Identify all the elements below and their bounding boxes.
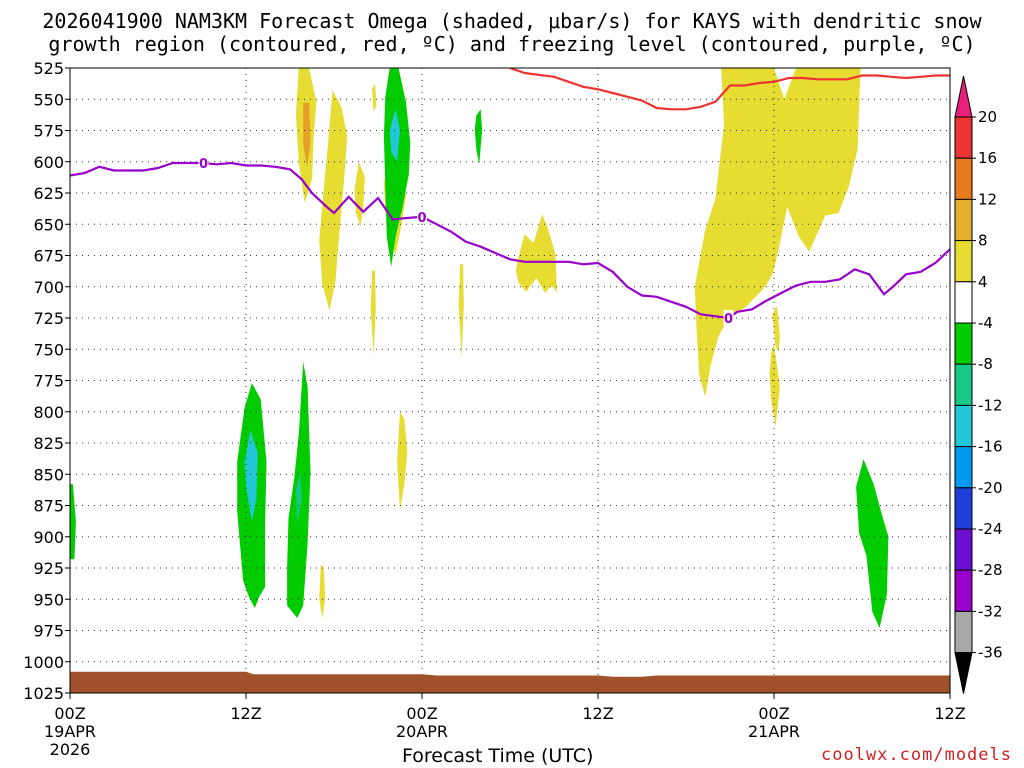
colorbar-label-8: -16 bbox=[978, 438, 1003, 456]
y-tick-label-925: 925 bbox=[33, 559, 64, 578]
omega-area-2 bbox=[319, 90, 348, 311]
y-tick-label-825: 825 bbox=[33, 434, 64, 453]
terrain-fill bbox=[70, 671, 950, 693]
x-year-label-0: 2026 bbox=[50, 740, 91, 759]
omega-area-20 bbox=[319, 564, 326, 618]
omega-area-7 bbox=[372, 84, 377, 112]
y-tick-label-1000: 1000 bbox=[23, 653, 64, 672]
x-date-label-0: 19APR bbox=[44, 722, 96, 741]
colorbar-swatch-5 bbox=[954, 322, 973, 365]
x-tick-label-60: 12Z bbox=[934, 704, 965, 723]
colorbar-swatch-1 bbox=[954, 157, 973, 200]
omega-area-22 bbox=[856, 459, 889, 628]
omega-shading-layer bbox=[70, 68, 889, 628]
colorbar-swatch-11 bbox=[954, 569, 973, 612]
axes-layer: 525 550 575 600 625 650 675 700 725 750 775 800 825 8… bbox=[23, 59, 965, 759]
omega-area-11 bbox=[474, 109, 483, 165]
colorbar-swatch-7 bbox=[954, 404, 973, 448]
x-tick-label-36: 12Z bbox=[582, 704, 613, 723]
omega-area-1 bbox=[303, 103, 311, 168]
colorbar-swatch-3 bbox=[954, 240, 973, 283]
colorbar-label-7: -12 bbox=[978, 396, 1003, 414]
colorbar-swatch-10 bbox=[954, 528, 973, 571]
colorbar-swatch-4 bbox=[954, 281, 973, 324]
colorbar-label-5: -4 bbox=[978, 314, 993, 332]
terrain-layer bbox=[70, 671, 950, 693]
y-tick-label-775: 775 bbox=[33, 372, 64, 391]
y-tick-label-725: 725 bbox=[33, 309, 64, 328]
x-date-label-48: 21APR bbox=[748, 722, 800, 741]
y-tick-label-800: 800 bbox=[33, 403, 64, 422]
omega-area-15 bbox=[769, 344, 780, 427]
colorbar-label-12: -32 bbox=[978, 602, 1003, 620]
omega-area-6 bbox=[389, 109, 400, 162]
freezing-level-label-2: 0 bbox=[724, 312, 733, 327]
colorbar-label-3: 8 bbox=[978, 232, 988, 250]
contour-lines-layer bbox=[70, 68, 950, 320]
x-tick-label-48: 00Z bbox=[758, 704, 789, 723]
colorbar-label-1: 16 bbox=[978, 149, 997, 167]
colorbar-label-6: -8 bbox=[978, 355, 993, 373]
x-tick-label-12: 12Z bbox=[230, 704, 261, 723]
y-tick-label-975: 975 bbox=[33, 622, 64, 641]
colorbar-label-11: -28 bbox=[978, 561, 1003, 579]
omega-area-8 bbox=[370, 270, 376, 356]
x-tick-label-0: 00Z bbox=[54, 704, 85, 723]
freezing-level-line bbox=[70, 161, 950, 320]
freezing-level-label-0: 0 bbox=[199, 157, 208, 172]
y-tick-label-900: 900 bbox=[33, 528, 64, 547]
y-tick-label-650: 650 bbox=[33, 215, 64, 234]
y-tick-label-1025: 1025 bbox=[23, 684, 64, 703]
y-tick-label-875: 875 bbox=[33, 497, 64, 516]
y-tick-label-525: 525 bbox=[33, 59, 64, 78]
x-date-label-24: 20APR bbox=[396, 722, 448, 741]
y-tick-label-675: 675 bbox=[33, 247, 64, 266]
omega-area-13 bbox=[694, 68, 861, 397]
colorbar-swatch-8 bbox=[954, 446, 973, 489]
colorbar-label-10: -24 bbox=[978, 520, 1003, 538]
y-tick-label-950: 950 bbox=[33, 590, 64, 609]
colorbar-top-arrow bbox=[954, 75, 973, 118]
colorbar-swatch-6 bbox=[954, 363, 973, 406]
y-tick-label-575: 575 bbox=[33, 122, 64, 141]
colorbar: 20 16 12 8 4 -4 -8 -12 -16 -20 -24 -28 -32 -36 bbox=[954, 75, 1003, 694]
colorbar-swatch-0 bbox=[954, 116, 973, 159]
chart-title-line-2: growth region (contoured, red, ºC) and f… bbox=[48, 32, 976, 56]
omega-area-14 bbox=[772, 305, 780, 352]
colorbar-label-4: 4 bbox=[978, 273, 988, 291]
colorbar-label-2: 12 bbox=[978, 190, 997, 208]
colorbar-swatch-2 bbox=[954, 198, 973, 242]
colorbar-label-0: 20 bbox=[978, 108, 997, 126]
colorbar-swatch-12 bbox=[954, 610, 973, 654]
y-tick-label-550: 550 bbox=[33, 90, 64, 109]
colorbar-bottom-arrow bbox=[954, 652, 973, 694]
chart-title-line-1: 2026041900 NAM3KM Forecast Omega (shaded… bbox=[42, 9, 982, 33]
y-tick-label-625: 625 bbox=[33, 184, 64, 203]
omega-area-21 bbox=[70, 484, 76, 560]
x-axis-label: Forecast Time (UTC) bbox=[402, 745, 594, 767]
x-tick-label-24: 00Z bbox=[406, 704, 437, 723]
freezing-label-bg-0 bbox=[198, 155, 209, 170]
omega-area-17 bbox=[244, 430, 258, 522]
y-tick-label-850: 850 bbox=[33, 465, 64, 484]
y-tick-label-700: 700 bbox=[33, 278, 64, 297]
y-tick-label-750: 750 bbox=[33, 340, 64, 359]
freezing-level-label-1: 0 bbox=[417, 211, 426, 226]
omega-area-12 bbox=[515, 214, 557, 293]
contour-labels-layer: 0 0 0 bbox=[198, 155, 734, 327]
credit-link[interactable]: coolwx.com/models bbox=[821, 745, 1012, 765]
freezing-label-bg-2 bbox=[723, 310, 734, 325]
colorbar-swatch-9 bbox=[954, 487, 973, 530]
colorbar-label-13: -36 bbox=[978, 644, 1003, 662]
omega-area-9 bbox=[458, 264, 464, 358]
dgz-contour-line bbox=[509, 68, 950, 111]
colorbar-label-9: -20 bbox=[978, 479, 1003, 497]
omega-area-10 bbox=[397, 411, 408, 511]
freezing-label-bg-1 bbox=[417, 208, 427, 224]
y-tick-label-600: 600 bbox=[33, 153, 64, 172]
omega-area-19 bbox=[295, 471, 302, 525]
